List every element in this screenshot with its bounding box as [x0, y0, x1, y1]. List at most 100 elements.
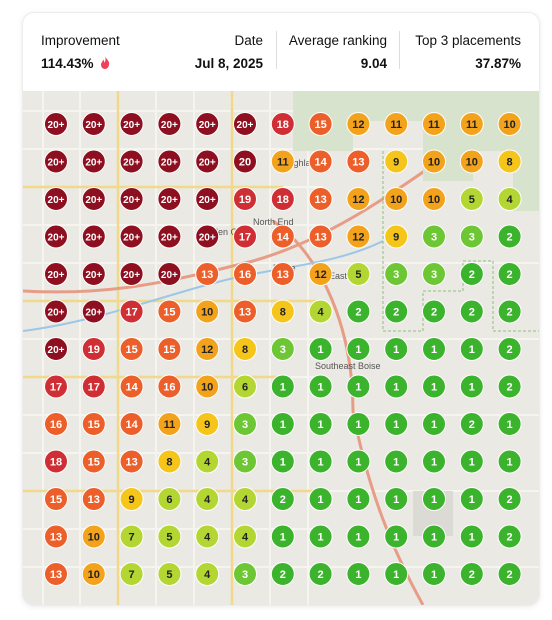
rank-label: 1 — [280, 457, 286, 469]
rank-pin — [157, 337, 182, 361]
rank-label: 5 — [355, 269, 361, 281]
rank-label: 1 — [431, 344, 437, 356]
rank-pin — [346, 187, 371, 211]
rank-label: 13 — [50, 532, 62, 544]
average-ranking-stat: Average ranking 9.04 — [289, 33, 387, 71]
rank-pin — [346, 374, 371, 399]
rank-pin — [44, 224, 68, 249]
rank-pin — [157, 224, 182, 249]
rank-label: 2 — [507, 344, 513, 356]
rank-label: 10 — [201, 382, 213, 394]
rank-pin — [308, 149, 333, 174]
rank-label: 2 — [507, 494, 513, 506]
rank-label: 2 — [393, 307, 399, 319]
rank-pin — [422, 374, 446, 399]
rank-pin — [233, 524, 257, 549]
rank-pin — [422, 187, 446, 211]
rank-label: 1 — [393, 344, 399, 356]
rank-label: 1 — [507, 457, 513, 469]
rank-pin — [346, 224, 371, 249]
rank-pin — [459, 337, 484, 361]
rank-label: 4 — [204, 532, 211, 544]
rank-label: 20+ — [48, 270, 65, 281]
rank-label: 20+ — [85, 270, 102, 281]
rank-label: 1 — [431, 457, 437, 469]
rank-label: 1 — [431, 419, 437, 431]
rank-label: 4 — [507, 194, 514, 206]
rank-pin — [497, 224, 522, 249]
rank-label: 11 — [390, 119, 402, 131]
rank-label: 20+ — [123, 195, 140, 206]
rank-pin — [497, 149, 522, 174]
rank-pin — [233, 337, 257, 361]
rank-label: 5 — [166, 569, 172, 581]
rank-pin — [81, 449, 106, 474]
rank-pin — [81, 524, 106, 549]
rank-pin — [195, 562, 220, 586]
stat-label: Top 3 placements — [415, 33, 521, 48]
rank-pin — [44, 112, 68, 136]
rank-pin — [119, 449, 144, 474]
rank-label: 20+ — [48, 195, 65, 206]
rank-label: 1 — [318, 457, 324, 469]
rank-label: 2 — [431, 307, 437, 319]
rank-pin — [233, 262, 257, 286]
rank-label: 12 — [201, 344, 213, 356]
stat-label: Improvement — [41, 33, 120, 48]
rank-label: 3 — [431, 232, 437, 244]
map-label: North End — [253, 217, 294, 227]
rank-label: 1 — [318, 532, 324, 544]
stat-label: Average ranking — [288, 33, 387, 48]
rank-pin — [119, 224, 144, 249]
improvement-stat: Improvement 114.43% — [41, 33, 120, 71]
rank-pin — [81, 487, 106, 511]
rank-label: 15 — [50, 494, 62, 506]
rank-label: 1 — [469, 344, 475, 356]
rank-pin — [195, 524, 220, 549]
rank-pin — [459, 149, 484, 174]
rank-pin — [346, 299, 371, 324]
rank-label: 11 — [164, 419, 176, 431]
rank-pin — [195, 187, 220, 211]
rank-pin — [384, 412, 409, 436]
rank-label: 16 — [239, 269, 251, 281]
rank-pin — [497, 487, 522, 511]
rank-label: 20+ — [161, 195, 178, 206]
flame-icon — [101, 56, 110, 69]
rank-label: 1 — [469, 457, 475, 469]
rank-pin — [270, 487, 295, 511]
rank-label: 13 — [277, 269, 289, 281]
rank-pin — [44, 487, 68, 511]
rank-label: 20+ — [48, 233, 65, 244]
rank-pin — [157, 524, 182, 549]
rank-label: 10 — [390, 194, 402, 206]
rank-label: 15 — [88, 457, 100, 469]
rank-pin — [270, 374, 295, 399]
rank-pin — [422, 449, 446, 474]
rank-pin — [384, 112, 409, 136]
rank-pin — [308, 449, 333, 474]
rank-pin — [459, 187, 484, 211]
rank-pin — [119, 412, 144, 436]
rank-pin — [497, 562, 522, 586]
rank-pin — [81, 149, 106, 174]
rank-label: 1 — [318, 344, 324, 356]
rank-label: 2 — [355, 307, 361, 319]
highway — [272, 219, 425, 605]
rank-pin — [119, 337, 144, 361]
rank-label: 11 — [277, 157, 289, 169]
rank-label: 2 — [280, 569, 286, 581]
rank-label: 10 — [466, 157, 478, 169]
rank-pin — [459, 487, 484, 511]
rank-pin — [459, 412, 484, 436]
rank-label: 13 — [50, 569, 62, 581]
rank-pin — [384, 449, 409, 474]
rank-label: 8 — [280, 307, 286, 319]
rank-pin — [308, 562, 333, 586]
rank-pin — [44, 562, 68, 586]
rank-pin — [44, 449, 68, 474]
rank-pin — [44, 187, 68, 211]
rank-pin — [157, 487, 182, 511]
